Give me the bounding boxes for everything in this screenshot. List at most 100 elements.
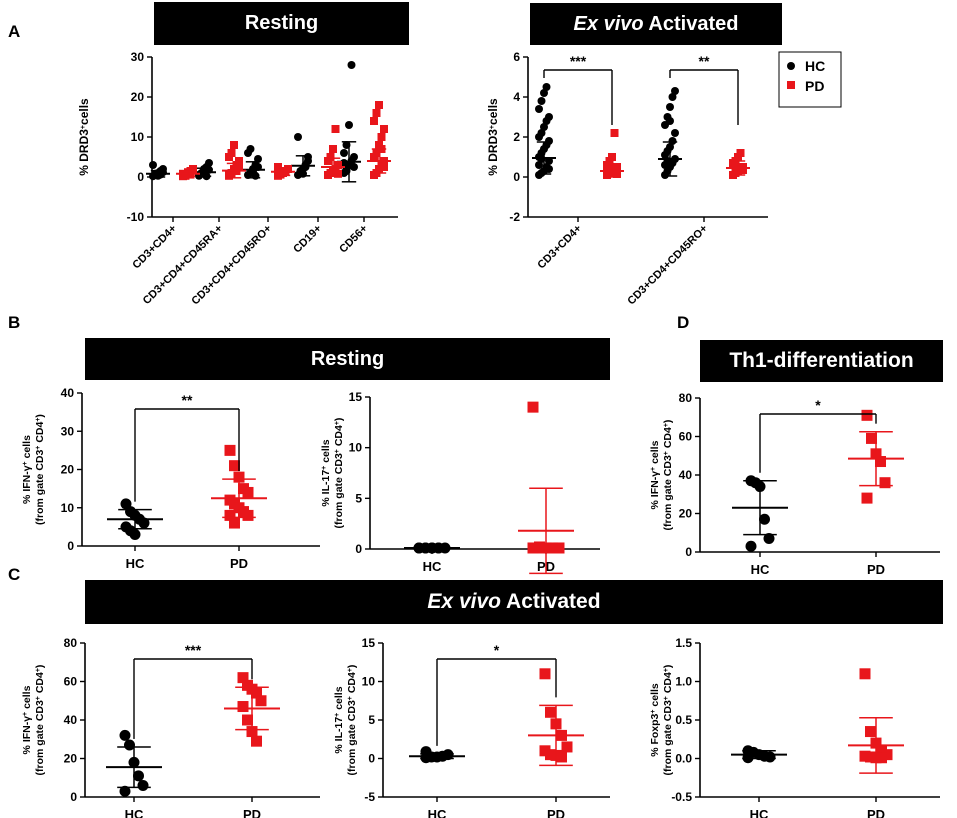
data-point-hc bbox=[119, 785, 131, 797]
data-point-hc bbox=[254, 155, 262, 163]
y-tick-label: 2 bbox=[513, 130, 520, 144]
data-point-hc bbox=[119, 729, 131, 741]
data-point-pd bbox=[224, 444, 236, 456]
data-point-hc bbox=[304, 153, 312, 161]
data-point-hc bbox=[666, 117, 674, 125]
x-tick-label: CD3+CD4+CD45RO+ bbox=[189, 223, 274, 308]
data-point-pd bbox=[861, 492, 873, 504]
chart-a-activated: -2 0 2 4 6 CD3+CD4+ CD3+CD4+CD45RO+ % DRD3+cell… bbox=[486, 50, 768, 307]
data-point-pd bbox=[235, 163, 243, 171]
y-tick-label: 0 bbox=[137, 170, 144, 184]
data-point-pd bbox=[233, 471, 245, 483]
data-point-hc bbox=[350, 153, 358, 161]
data-point-pd bbox=[613, 163, 621, 171]
y-tick-label: 80 bbox=[679, 391, 693, 405]
y-tick-label: 15 bbox=[349, 390, 363, 404]
panel-label-c: C bbox=[8, 565, 21, 584]
data-point-pd bbox=[859, 668, 871, 680]
y-tick-label: 40 bbox=[61, 386, 75, 400]
data-point-hc bbox=[537, 129, 546, 137]
data-point-hc bbox=[535, 161, 543, 169]
data-point-hc bbox=[137, 779, 149, 791]
data-point-pd bbox=[527, 542, 539, 554]
x-tick-label: HC bbox=[428, 807, 447, 818]
data-point-hc bbox=[535, 105, 543, 113]
y-tick-label: 1.0 bbox=[675, 675, 692, 689]
x-tick-label: CD19+ bbox=[291, 223, 324, 256]
y-tick-label: 5 bbox=[368, 713, 375, 727]
y-tick-label: 0 bbox=[513, 170, 520, 184]
legend-hc-label: HC bbox=[805, 58, 825, 74]
y-tick-label: 20 bbox=[679, 507, 693, 521]
data-point-pd bbox=[380, 125, 388, 133]
y-axis-label-line1: % Foxp3+ cells bbox=[649, 683, 661, 757]
data-point-pd bbox=[876, 752, 887, 764]
y-tick-label: 0 bbox=[685, 545, 692, 559]
data-point-pd bbox=[242, 486, 254, 498]
x-tick-label: PD bbox=[243, 807, 261, 818]
data-point-pd bbox=[610, 129, 619, 137]
data-point-pd bbox=[229, 517, 240, 529]
data-point-pd bbox=[227, 149, 236, 157]
data-point-hc bbox=[759, 513, 770, 525]
significance-label: *** bbox=[570, 53, 587, 69]
banner-c-activated-em: Ex vivo bbox=[427, 590, 501, 613]
data-point-pd bbox=[534, 542, 545, 554]
data-point-hc bbox=[545, 165, 553, 173]
data-point-hc bbox=[671, 129, 679, 137]
y-tick-label: 6 bbox=[513, 50, 520, 64]
data-point-hc bbox=[205, 159, 213, 167]
data-point-hc bbox=[159, 168, 167, 177]
data-point-hc bbox=[246, 145, 255, 153]
data-point-hc bbox=[671, 87, 679, 95]
y-axis-label-line2: (from gate CD3+ CD4+) bbox=[333, 418, 345, 529]
chart-d-th1: 0 20 40 60 80 HC PD % IFN-γ+ cells(from gate CD… bbox=[649, 391, 940, 577]
data-point-hc bbox=[745, 540, 757, 552]
banner-d-th1: Th1-differentiation bbox=[700, 340, 943, 382]
data-point-pd bbox=[879, 477, 891, 489]
data-point-pd bbox=[739, 166, 747, 174]
y-tick-label: 30 bbox=[61, 424, 75, 438]
y-axis-label-line2: (from gate CD3+ CD4+) bbox=[34, 665, 46, 776]
y-tick-label: 0 bbox=[70, 790, 77, 804]
data-point-hc bbox=[763, 533, 775, 545]
banner-a-resting: Resting bbox=[154, 2, 409, 45]
y-tick-label: 10 bbox=[61, 501, 75, 515]
data-point-pd bbox=[875, 456, 886, 468]
y-tick-label: 1.5 bbox=[675, 636, 692, 650]
data-point-pd bbox=[237, 672, 249, 684]
banner-a-activated: Ex vivo Activated bbox=[530, 3, 782, 45]
y-axis-label-line2: (from gate CD3+ CD4+) bbox=[662, 665, 674, 776]
data-point-pd bbox=[736, 149, 745, 157]
banner-b-resting-text: Resting bbox=[310, 347, 385, 370]
banner-a-activated-em: Ex vivo bbox=[573, 12, 644, 35]
x-tick-label: PD bbox=[867, 562, 885, 577]
y-tick-label: 15 bbox=[362, 636, 376, 650]
panel-label-a: A bbox=[8, 22, 21, 41]
x-tick-label: HC bbox=[751, 562, 770, 577]
x-tick-label: HC bbox=[423, 559, 442, 574]
x-tick-label: HC bbox=[750, 807, 769, 818]
data-point-hc bbox=[542, 83, 551, 91]
y-tick-label: 40 bbox=[679, 468, 693, 482]
data-point-pd bbox=[608, 153, 616, 161]
y-axis-label-line1: % IL-17+ cells bbox=[333, 686, 345, 753]
data-point-pd bbox=[865, 726, 876, 738]
y-tick-label: 0.0 bbox=[675, 752, 692, 766]
chart-a-resting: -10 0 10 20 30 CD3+CD4+CD3+CD4+CD45RA+CD3+CD4… bbox=[77, 50, 398, 307]
y-axis-label-line1: % IFN-γ+ cells bbox=[21, 435, 33, 504]
data-point-pd bbox=[375, 101, 383, 109]
data-point-pd bbox=[229, 460, 240, 472]
y-axis-label-line1: % IFN-γ+ cells bbox=[649, 440, 661, 509]
data-point-hc bbox=[138, 517, 150, 529]
data-point-pd bbox=[235, 157, 243, 165]
legend: HC PD bbox=[778, 51, 842, 108]
data-point-hc bbox=[540, 123, 548, 131]
significance-label: * bbox=[494, 642, 500, 658]
data-point-pd bbox=[224, 509, 236, 521]
x-tick-label: CD3+CD4+CD45RA+ bbox=[141, 223, 225, 307]
x-tick-label: CD3+CD4+CD45RO+ bbox=[625, 223, 710, 308]
data-point-pd bbox=[866, 432, 877, 444]
charts-layer: -100102030CD3+CD4+CD3+CD4+CD45RA+CD3+CD4… bbox=[21, 50, 940, 818]
